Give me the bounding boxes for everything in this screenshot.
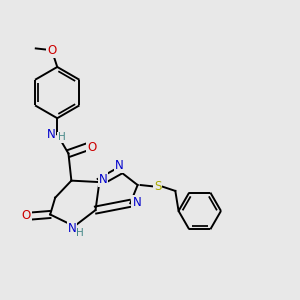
Text: N: N	[132, 196, 141, 208]
Text: O: O	[47, 44, 57, 57]
Text: N: N	[98, 173, 107, 186]
Text: O: O	[87, 141, 97, 154]
Text: N: N	[68, 222, 76, 235]
Text: O: O	[21, 209, 31, 223]
Text: S: S	[154, 180, 161, 193]
Text: N: N	[115, 159, 124, 172]
Text: H: H	[58, 132, 66, 142]
Text: N: N	[46, 128, 55, 141]
Text: H: H	[76, 228, 84, 238]
